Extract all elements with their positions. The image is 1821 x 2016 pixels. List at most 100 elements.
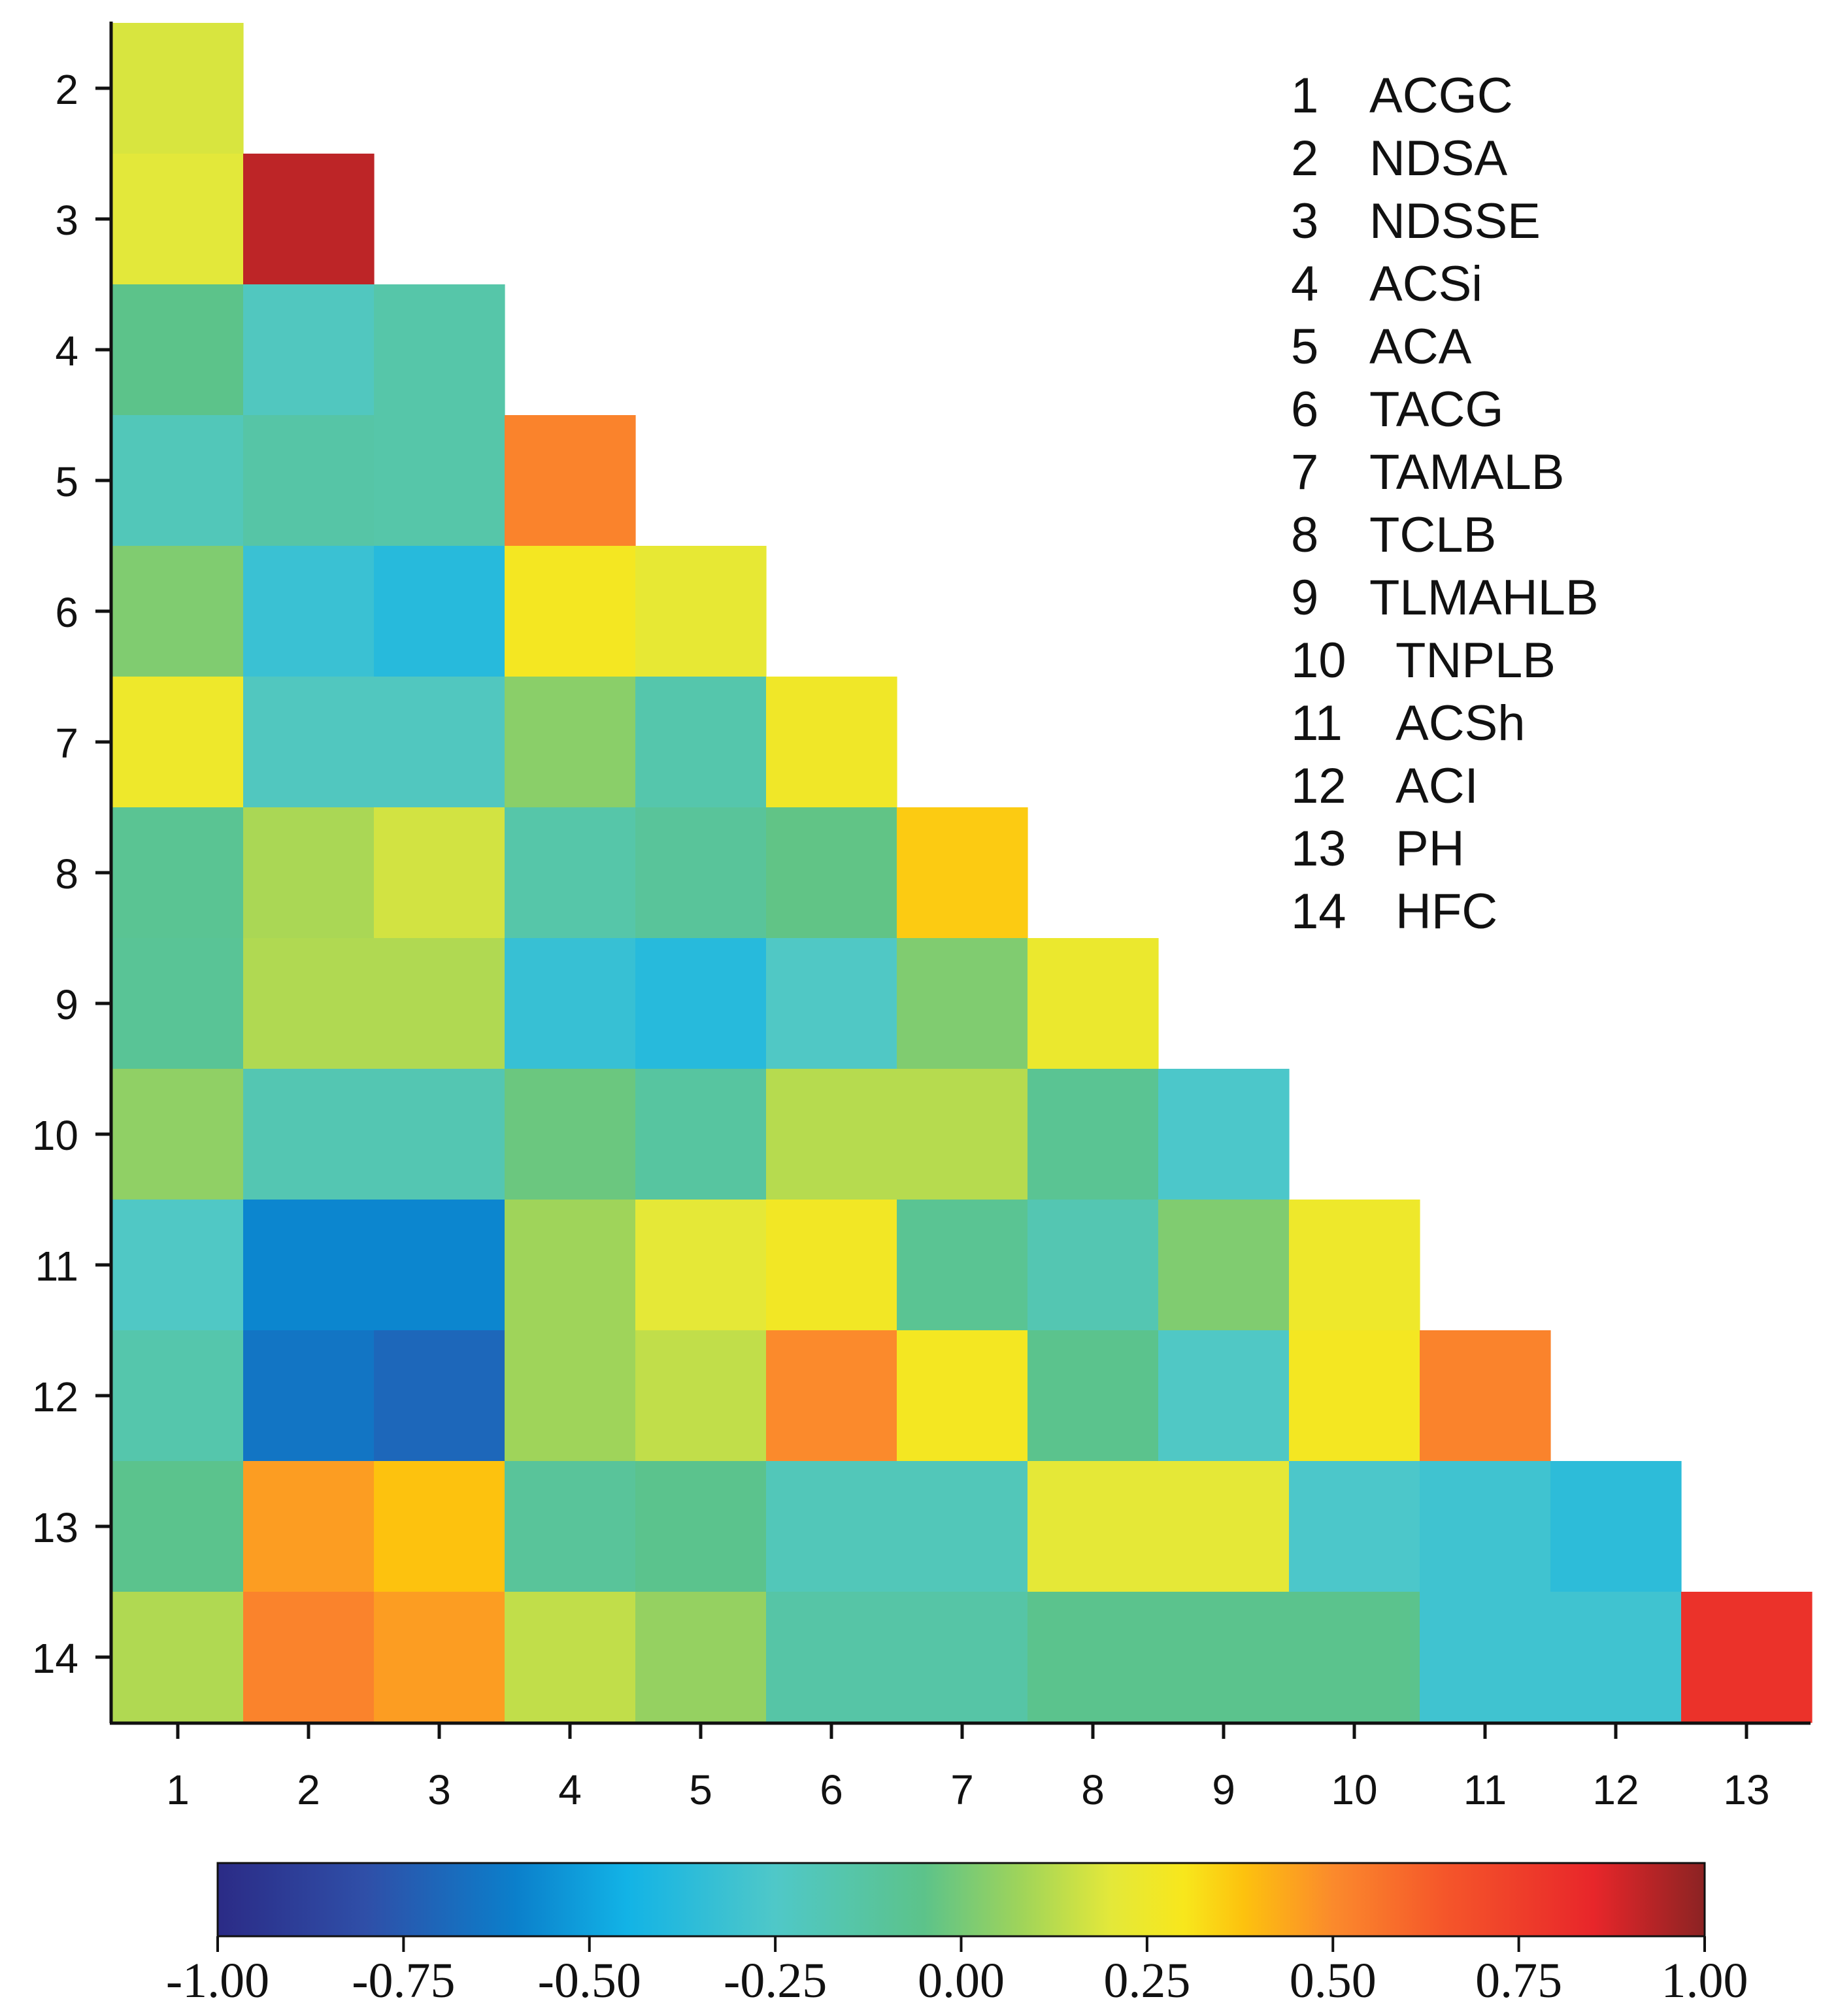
heatmap-cell [374, 677, 505, 808]
heatmap-cell [374, 1330, 505, 1462]
heatmap-cell [766, 1200, 897, 1331]
heatmap-cell [505, 807, 636, 939]
heatmap-cell [766, 807, 897, 939]
heatmap-cell [112, 284, 244, 416]
y-tick-label: 8 [55, 850, 78, 898]
heatmap-cell [1420, 1461, 1551, 1592]
legend-number: 13 [1291, 821, 1346, 877]
x-tick-label: 11 [1463, 1766, 1507, 1813]
y-tick-label: 14 [32, 1635, 78, 1682]
heatmap-cell [1420, 1330, 1551, 1462]
x-tick-label: 9 [1212, 1766, 1235, 1813]
x-tick-label: 12 [1592, 1766, 1639, 1813]
legend-abbreviation: ACSh [1395, 696, 1526, 751]
heatmap-cell [1027, 1461, 1159, 1592]
heatmap-cell [243, 1592, 375, 1723]
heatmap-cell [243, 546, 375, 677]
colorbar-tick-label: -0.75 [352, 1953, 455, 2008]
heatmap-cell [1289, 1592, 1420, 1723]
heatmap-cell [243, 284, 375, 416]
heatmap-cell [1027, 938, 1159, 1069]
heatmap-cell [243, 1200, 375, 1331]
heatmap-cell [374, 1461, 505, 1592]
heatmap-cells [112, 23, 1813, 1723]
heatmap-cell [374, 938, 505, 1069]
legend-entry: 3 NDSSE [1291, 193, 1541, 249]
heatmap-cell [1158, 1592, 1290, 1723]
heatmap-cell [112, 677, 244, 808]
colorbar-gradient [216, 1862, 1706, 1938]
heatmap-cell [766, 677, 897, 808]
heatmap-cell [243, 807, 375, 939]
y-tick-label: 2 [55, 66, 78, 113]
heatmap-cell [112, 415, 244, 546]
heatmap-cell [505, 415, 636, 546]
heatmap-cell [635, 1069, 767, 1200]
legend-number: 9 [1291, 570, 1318, 626]
legend-abbreviation: TAMALB [1369, 445, 1564, 500]
heatmap-cell [635, 938, 767, 1069]
heatmap-cell [766, 1592, 897, 1723]
legend-abbreviation: HFC [1395, 884, 1497, 939]
heatmap-cell [112, 23, 244, 154]
x-tick-label: 3 [427, 1766, 451, 1813]
heatmap-cell [897, 1461, 1028, 1592]
heatmap-cell [505, 1069, 636, 1200]
legend-entry: 11 ACSh [1291, 696, 1526, 751]
legend-number: 1 [1291, 68, 1318, 124]
x-tick-label: 5 [689, 1766, 712, 1813]
heatmap-cell [1550, 1592, 1682, 1723]
y-tick-label: 7 [55, 720, 78, 767]
legend-abbreviation: PH [1395, 821, 1465, 877]
legend-abbreviation: TCLB [1369, 507, 1496, 563]
colorbar: -1.00 -0.75 -0.50 -0.25 0.00 0.25 0.50 0.75 1.00 [166, 1862, 1748, 2008]
legend-entry: 4 ACSi [1291, 256, 1482, 312]
y-tick-label: 11 [35, 1243, 78, 1290]
y-tick-label: 13 [32, 1504, 78, 1551]
y-tick-label: 6 [55, 589, 78, 636]
legend-abbreviation: ACGC [1369, 68, 1513, 124]
legend-number: 7 [1291, 445, 1318, 500]
legend-abbreviation: ACSi [1369, 256, 1482, 312]
heatmap-cell [505, 677, 636, 808]
heatmap-cell [505, 938, 636, 1069]
heatmap-cell [243, 154, 375, 285]
heatmap-cell [635, 1461, 767, 1592]
heatmap-cell [1681, 1592, 1813, 1723]
legend-abbreviation: TACG [1369, 382, 1503, 437]
colorbar-tick-label: 0.25 [1103, 1953, 1190, 2008]
heatmap-cell [897, 1200, 1028, 1331]
heatmap-cell [1027, 1069, 1159, 1200]
legend-number: 4 [1291, 256, 1318, 312]
legend-number: 5 [1291, 319, 1318, 375]
heatmap-cell [374, 546, 505, 677]
legend-entry: 1 ACGC [1291, 68, 1513, 124]
y-tick-label: 3 [55, 197, 78, 244]
x-tick-label: 8 [1081, 1766, 1105, 1813]
legend-abbreviation: NDSSE [1369, 193, 1541, 249]
legend-entry: 14 HFC [1291, 884, 1497, 939]
colorbar-tick-label: 0.50 [1290, 1953, 1377, 2008]
heatmap-cell [243, 1461, 375, 1592]
variable-legend: 1 ACGC 2 NDSA 3 NDSSE 4 ACSi 5 ACA 6 TACG 7 TAMALB 8 TC… [1291, 68, 1599, 939]
legend-number: 6 [1291, 382, 1318, 437]
heatmap-cell [243, 938, 375, 1069]
heatmap-cell [112, 1200, 244, 1331]
heatmap-cell [505, 1592, 636, 1723]
x-tick-label: 13 [1723, 1766, 1769, 1813]
heatmap-cell [112, 807, 244, 939]
legend-entry: 5 ACA [1291, 319, 1472, 375]
heatmap-cell [635, 677, 767, 808]
heatmap-cell [374, 1069, 505, 1200]
heatmap-cell [1158, 1069, 1290, 1200]
x-tick-label: 1 [166, 1766, 190, 1813]
heatmap-cell [1027, 1330, 1159, 1462]
colorbar-tick-label: 1.00 [1662, 1953, 1748, 2008]
heatmap-cell [897, 1069, 1028, 1200]
legend-entry: 12 ACI [1291, 758, 1479, 814]
heatmap-cell [374, 284, 505, 416]
y-tick-label: 5 [55, 458, 78, 505]
heatmap-cell [1158, 1330, 1290, 1462]
heatmap-cell [112, 546, 244, 677]
